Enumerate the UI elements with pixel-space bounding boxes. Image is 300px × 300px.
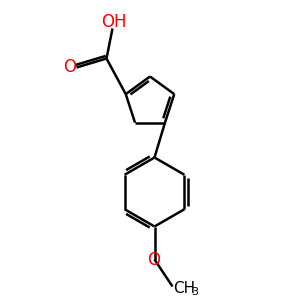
Text: O: O [147,251,161,269]
Text: OH: OH [101,13,127,31]
Text: O: O [63,58,76,76]
Text: 3: 3 [191,287,199,297]
Text: CH: CH [173,281,195,296]
